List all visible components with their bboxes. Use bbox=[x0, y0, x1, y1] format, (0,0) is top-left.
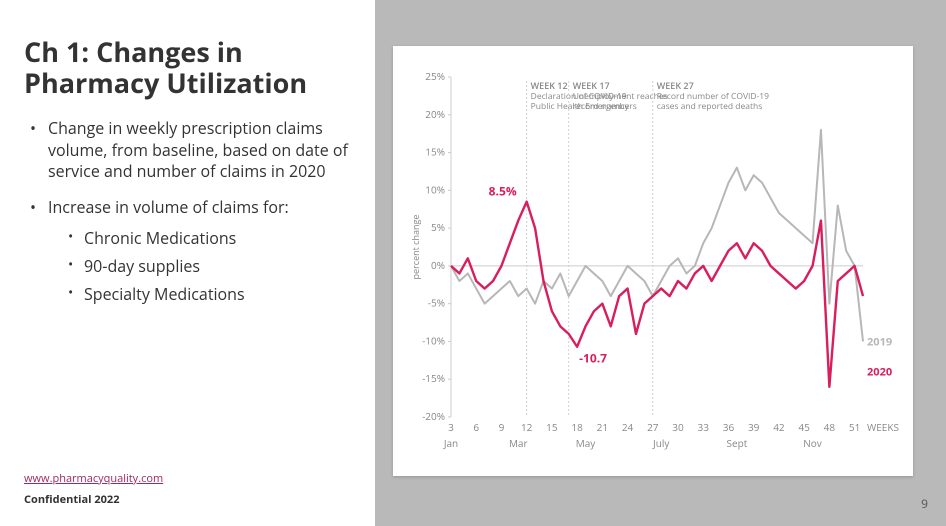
svg-text:8.5%: 8.5% bbox=[489, 183, 517, 200]
bullet-text: Change in weekly prescription claims vol… bbox=[48, 117, 348, 182]
svg-text:July: July bbox=[652, 436, 670, 450]
svg-text:36: 36 bbox=[723, 420, 735, 434]
svg-text:Mar: Mar bbox=[509, 436, 528, 450]
svg-text:2019: 2019 bbox=[867, 334, 892, 349]
sub-bullet-item: Specialty Medications bbox=[68, 284, 355, 306]
chart-card: -20% -15% -10% -5% 0% 5% 10% 15% 20% 25% percent c… bbox=[393, 46, 913, 476]
bullet-item: Change in weekly prescription claims vol… bbox=[28, 118, 355, 183]
svg-text:10%: 10% bbox=[425, 182, 445, 196]
svg-text:cases and reported deaths: cases and reported deaths bbox=[657, 101, 762, 112]
svg-text:-10%: -10% bbox=[422, 333, 445, 347]
svg-text:30: 30 bbox=[672, 420, 684, 434]
svg-text:25%: 25% bbox=[425, 69, 445, 83]
svg-text:12: 12 bbox=[521, 420, 533, 434]
svg-text:percent change: percent change bbox=[409, 215, 422, 280]
footer: www.pharmacyquality.com Confidential 202… bbox=[24, 471, 163, 508]
svg-text:May: May bbox=[576, 436, 597, 450]
page-number: 9 bbox=[921, 495, 928, 512]
svg-text:21: 21 bbox=[597, 420, 608, 434]
svg-text:15: 15 bbox=[546, 420, 558, 434]
footer-url[interactable]: www.pharmacyquality.com bbox=[24, 471, 163, 486]
svg-text:45: 45 bbox=[798, 420, 810, 434]
svg-text:Jan: Jan bbox=[443, 436, 458, 450]
slide-title: Ch 1: Changes in Pharmacy Utilization bbox=[24, 36, 355, 98]
right-panel: -20% -15% -10% -5% 0% 5% 10% 15% 20% 25% percent c… bbox=[375, 0, 946, 526]
svg-text:-15%: -15% bbox=[422, 371, 445, 385]
svg-text:20%: 20% bbox=[425, 107, 445, 121]
sub-bullet-item: 90-day supplies bbox=[68, 256, 355, 278]
svg-text:5%: 5% bbox=[431, 220, 445, 234]
svg-text:9: 9 bbox=[499, 420, 505, 434]
svg-text:-20%: -20% bbox=[422, 409, 445, 423]
svg-text:33: 33 bbox=[698, 420, 710, 434]
sub-bullet-list: Chronic Medications 90-day supplies Spec… bbox=[48, 228, 355, 305]
slide: Ch 1: Changes in Pharmacy Utilization Ch… bbox=[0, 0, 946, 526]
svg-text:WEEKS: WEEKS bbox=[867, 420, 899, 434]
svg-text:24: 24 bbox=[622, 420, 634, 434]
left-panel: Ch 1: Changes in Pharmacy Utilization Ch… bbox=[0, 0, 375, 526]
line-chart: -20% -15% -10% -5% 0% 5% 10% 15% 20% 25% percent c… bbox=[407, 66, 899, 462]
footer-confidential: Confidential 2022 bbox=[24, 492, 120, 507]
bullet-text: Increase in volume of claims for: bbox=[48, 196, 289, 218]
svg-text:-10.7: -10.7 bbox=[579, 350, 607, 367]
svg-text:18: 18 bbox=[571, 420, 583, 434]
svg-text:Nov: Nov bbox=[803, 436, 822, 450]
svg-text:39: 39 bbox=[748, 420, 760, 434]
svg-text:27: 27 bbox=[647, 420, 659, 434]
svg-text:15%: 15% bbox=[425, 145, 445, 159]
svg-text:record numbers: record numbers bbox=[573, 101, 637, 112]
svg-text:3: 3 bbox=[448, 420, 454, 434]
svg-text:Sept: Sept bbox=[726, 436, 747, 450]
svg-text:48: 48 bbox=[824, 420, 836, 434]
bullet-item: Increase in volume of claims for: Chroni… bbox=[28, 197, 355, 305]
svg-text:2020: 2020 bbox=[867, 365, 892, 380]
svg-text:-5%: -5% bbox=[428, 296, 445, 310]
sub-bullet-item: Chronic Medications bbox=[68, 228, 355, 250]
svg-text:0%: 0% bbox=[431, 258, 445, 272]
svg-text:51: 51 bbox=[849, 420, 860, 434]
bullet-list: Change in weekly prescription claims vol… bbox=[24, 118, 355, 305]
svg-text:42: 42 bbox=[773, 420, 785, 434]
svg-text:6: 6 bbox=[473, 420, 479, 434]
